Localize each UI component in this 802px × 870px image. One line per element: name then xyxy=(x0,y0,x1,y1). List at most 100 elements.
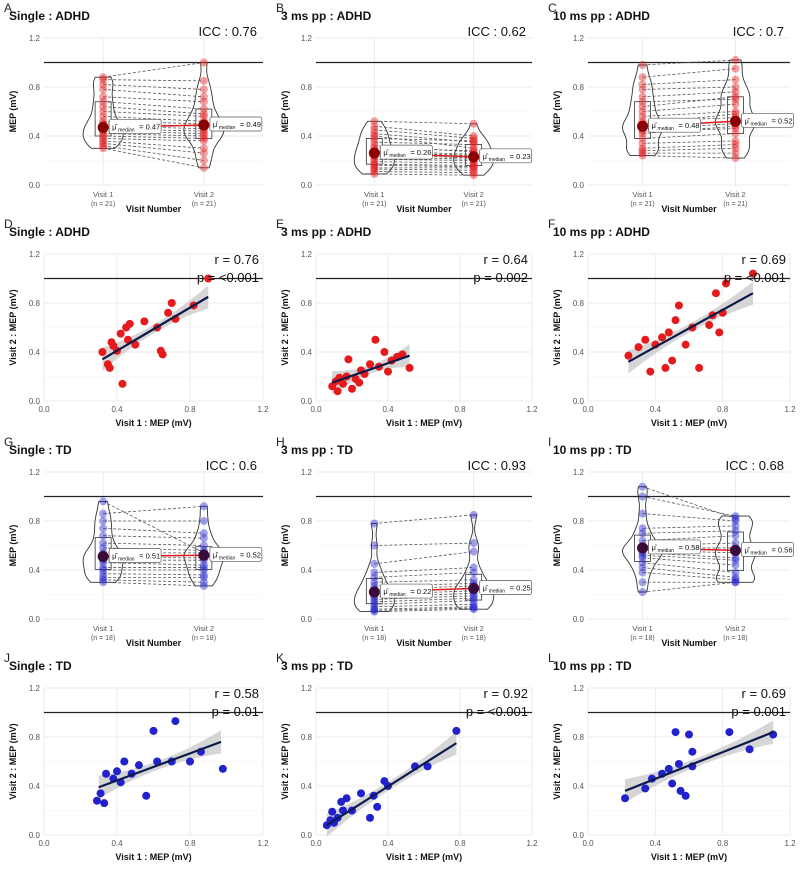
median-label-box xyxy=(209,546,263,562)
data-point xyxy=(123,335,132,344)
data-point xyxy=(99,524,108,533)
data-point xyxy=(731,144,740,153)
p-text: p = 0.001 xyxy=(731,704,786,719)
x-tick-label: Visit 1 xyxy=(364,624,384,633)
pair-line xyxy=(642,79,736,85)
data-point xyxy=(731,64,740,73)
x-tick-n: (n = 18) xyxy=(192,635,216,642)
data-point xyxy=(370,163,379,172)
pair-line xyxy=(374,120,474,125)
pair-line xyxy=(103,96,204,103)
pair-line xyxy=(642,91,736,98)
data-point xyxy=(99,144,108,153)
data-point xyxy=(638,146,647,155)
data-point xyxy=(370,578,379,587)
x-tick-label: 1.2 xyxy=(257,839,269,848)
data-point xyxy=(469,161,478,170)
median-label-value: = 0.56 xyxy=(771,545,792,554)
data-point xyxy=(469,163,478,172)
data-point xyxy=(731,56,740,65)
data-point xyxy=(641,784,650,793)
data-point xyxy=(725,728,734,737)
median-label-value: = 0.58 xyxy=(679,543,700,552)
data-point xyxy=(638,492,647,501)
pair-line xyxy=(642,86,736,90)
data-point xyxy=(638,73,647,82)
data-point xyxy=(641,335,650,344)
y-tick-label: 1.2 xyxy=(29,34,41,43)
x-tick-label: 0.0 xyxy=(582,839,594,848)
data-point xyxy=(452,726,461,735)
data-point xyxy=(685,730,693,739)
x-tick-n: (n = 21) xyxy=(630,201,654,208)
pair-line xyxy=(642,557,736,566)
y-axis-label: MEP (mV) xyxy=(280,525,290,567)
data-point xyxy=(98,348,107,356)
data-point xyxy=(370,519,379,528)
x-tick-n: (n = 21) xyxy=(91,201,115,208)
panel-f: F10 ms pp : ADHD 0.0 0.4 0.8 1.2 Visit 2 : ME… xyxy=(548,217,796,428)
data-point xyxy=(469,596,478,605)
median-label-sub: median xyxy=(489,588,506,594)
data-point xyxy=(99,497,108,506)
data-point xyxy=(100,799,109,808)
x-tick-label: 0.0 xyxy=(310,405,322,414)
pair-line xyxy=(103,135,204,139)
pair-line xyxy=(642,59,736,66)
data-point xyxy=(199,105,208,114)
data-point xyxy=(199,566,208,574)
panel-letter: G xyxy=(4,435,13,449)
data-point xyxy=(344,355,353,364)
data-point xyxy=(380,348,389,356)
data-point xyxy=(99,573,108,582)
pair-line xyxy=(642,496,736,517)
data-point xyxy=(199,581,208,590)
pair-line xyxy=(103,573,204,576)
y-tick-label: 0.4 xyxy=(573,566,585,575)
median-label-sub: median xyxy=(750,121,767,127)
data-point xyxy=(370,559,379,568)
data-point xyxy=(199,76,208,85)
data-point xyxy=(469,603,478,612)
data-point xyxy=(664,328,673,337)
x-tick-label: 0.8 xyxy=(184,839,196,848)
data-point xyxy=(469,140,478,149)
data-point xyxy=(722,279,731,288)
x-axis-label: Visit 1 : MEP (mV) xyxy=(386,852,462,862)
median-label-box xyxy=(379,144,433,160)
data-point xyxy=(731,578,740,587)
data-point xyxy=(731,556,740,565)
y-tick-label: 0.4 xyxy=(301,782,313,791)
data-point xyxy=(371,335,380,344)
data-point xyxy=(731,575,740,584)
pair-line xyxy=(103,138,204,142)
data-point xyxy=(370,602,379,611)
y-tick-label: 0.0 xyxy=(29,831,41,840)
pair-line xyxy=(374,542,474,546)
x-tick-n: (n = 18) xyxy=(91,635,115,642)
data-point xyxy=(140,317,149,326)
data-point xyxy=(370,607,379,616)
data-point xyxy=(731,136,740,145)
data-point xyxy=(366,360,374,369)
y-tick-label: 1.2 xyxy=(573,468,585,477)
pair-line xyxy=(642,155,736,159)
x-tick-label: Visit 2 xyxy=(194,624,214,633)
panel-title: 3 ms pp : TD xyxy=(281,659,353,673)
data-point xyxy=(99,509,108,518)
data-point xyxy=(199,534,208,543)
x-tick-label: 0.8 xyxy=(717,839,729,848)
y-axis-label: MEP (mV) xyxy=(280,91,290,133)
pair-line xyxy=(642,554,736,561)
y-tick-label: 0.0 xyxy=(573,181,585,190)
data-point xyxy=(370,573,379,582)
pair-line xyxy=(374,168,474,171)
pair-line xyxy=(374,165,474,168)
median-label-box xyxy=(479,580,533,595)
data-point xyxy=(370,167,379,176)
data-point xyxy=(105,363,114,372)
pair-line xyxy=(374,572,474,578)
